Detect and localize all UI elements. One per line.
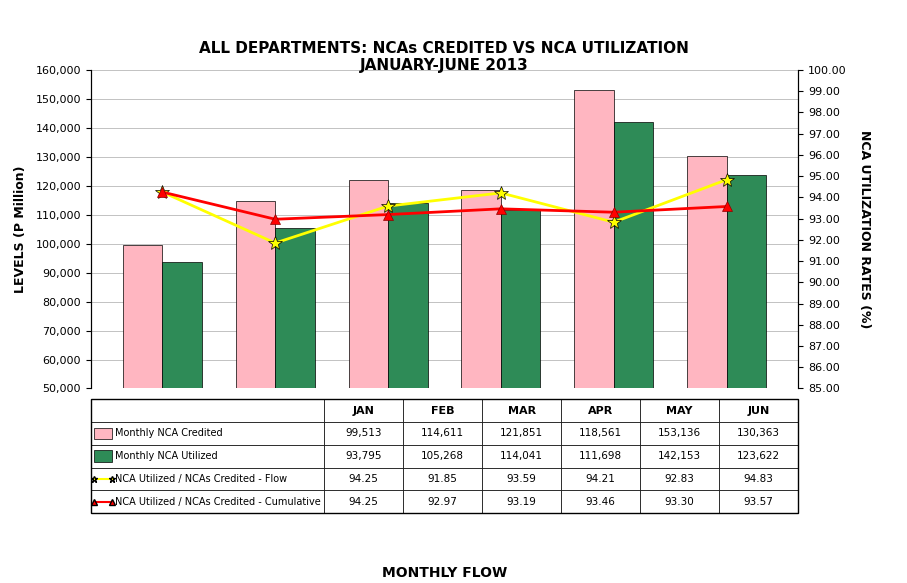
Text: Monthly NCA Credited: Monthly NCA Credited: [115, 429, 223, 438]
Text: 114,041: 114,041: [500, 451, 543, 461]
Bar: [501, 210, 541, 533]
Y-axis label: NCA UTILIZATION RATES (%): NCA UTILIZATION RATES (%): [858, 130, 871, 328]
Text: 92.83: 92.83: [665, 474, 695, 484]
Bar: [348, 180, 388, 533]
Text: JAN: JAN: [353, 406, 375, 416]
Point: [632, 349, 643, 356]
Text: 118,561: 118,561: [579, 429, 622, 438]
Bar: [275, 229, 315, 533]
Text: NCA Utilized / NCAs Credited - Flow: NCA Utilized / NCAs Credited - Flow: [115, 474, 288, 484]
Bar: [687, 156, 727, 533]
Point: [471, 349, 482, 356]
Text: 93.59: 93.59: [507, 474, 537, 484]
Text: 111,698: 111,698: [579, 451, 622, 461]
Bar: [727, 175, 766, 533]
Text: 93.30: 93.30: [665, 497, 695, 507]
Text: 93.57: 93.57: [744, 497, 774, 507]
Text: 114,611: 114,611: [421, 429, 464, 438]
Text: MAR: MAR: [508, 406, 536, 416]
Text: 105,268: 105,268: [421, 451, 464, 461]
Bar: [94, 428, 112, 439]
Text: 130,363: 130,363: [737, 429, 780, 438]
Text: MONTHLY FLOW: MONTHLY FLOW: [382, 566, 507, 580]
Text: 142,153: 142,153: [658, 451, 701, 461]
Text: 121,851: 121,851: [500, 429, 543, 438]
Text: 94.21: 94.21: [586, 474, 616, 484]
Text: Monthly NCA Utilized: Monthly NCA Utilized: [115, 451, 218, 461]
Bar: [162, 262, 202, 533]
Text: 93.19: 93.19: [507, 497, 537, 507]
Bar: [122, 245, 162, 533]
Text: NCA Utilized / NCAs Credited - Cumulative: NCA Utilized / NCAs Credited - Cumulativ…: [115, 497, 321, 507]
Line: 2 pts: 2 pts: [91, 476, 115, 482]
Y-axis label: LEVELS (P Million): LEVELS (P Million): [14, 166, 27, 293]
Point: [471, 142, 482, 149]
Bar: [94, 451, 112, 462]
Text: 94.25: 94.25: [348, 497, 378, 507]
Bar: [614, 122, 653, 533]
Text: 91.85: 91.85: [428, 474, 458, 484]
Text: JUN: JUN: [747, 406, 770, 416]
Line: 2 pts: 2 pts: [91, 498, 115, 505]
Text: 92.97: 92.97: [428, 497, 458, 507]
Bar: [462, 190, 501, 533]
Text: 123,622: 123,622: [737, 451, 780, 461]
Text: MAY: MAY: [667, 406, 693, 416]
Text: 94.25: 94.25: [348, 474, 378, 484]
Text: APR: APR: [588, 406, 613, 416]
Bar: [236, 201, 275, 533]
Text: FEB: FEB: [431, 406, 454, 416]
Text: 99,513: 99,513: [346, 429, 382, 438]
Text: 93,795: 93,795: [346, 451, 382, 461]
Text: 153,136: 153,136: [658, 429, 701, 438]
Bar: [574, 90, 614, 533]
Bar: [388, 203, 427, 533]
Text: ALL DEPARTMENTS: NCAs CREDITED VS NCA UTILIZATION
JANUARY-JUNE 2013: ALL DEPARTMENTS: NCAs CREDITED VS NCA UT…: [200, 41, 689, 73]
Text: 94.83: 94.83: [744, 474, 774, 484]
Point: [632, 142, 643, 149]
Text: 93.46: 93.46: [586, 497, 616, 507]
